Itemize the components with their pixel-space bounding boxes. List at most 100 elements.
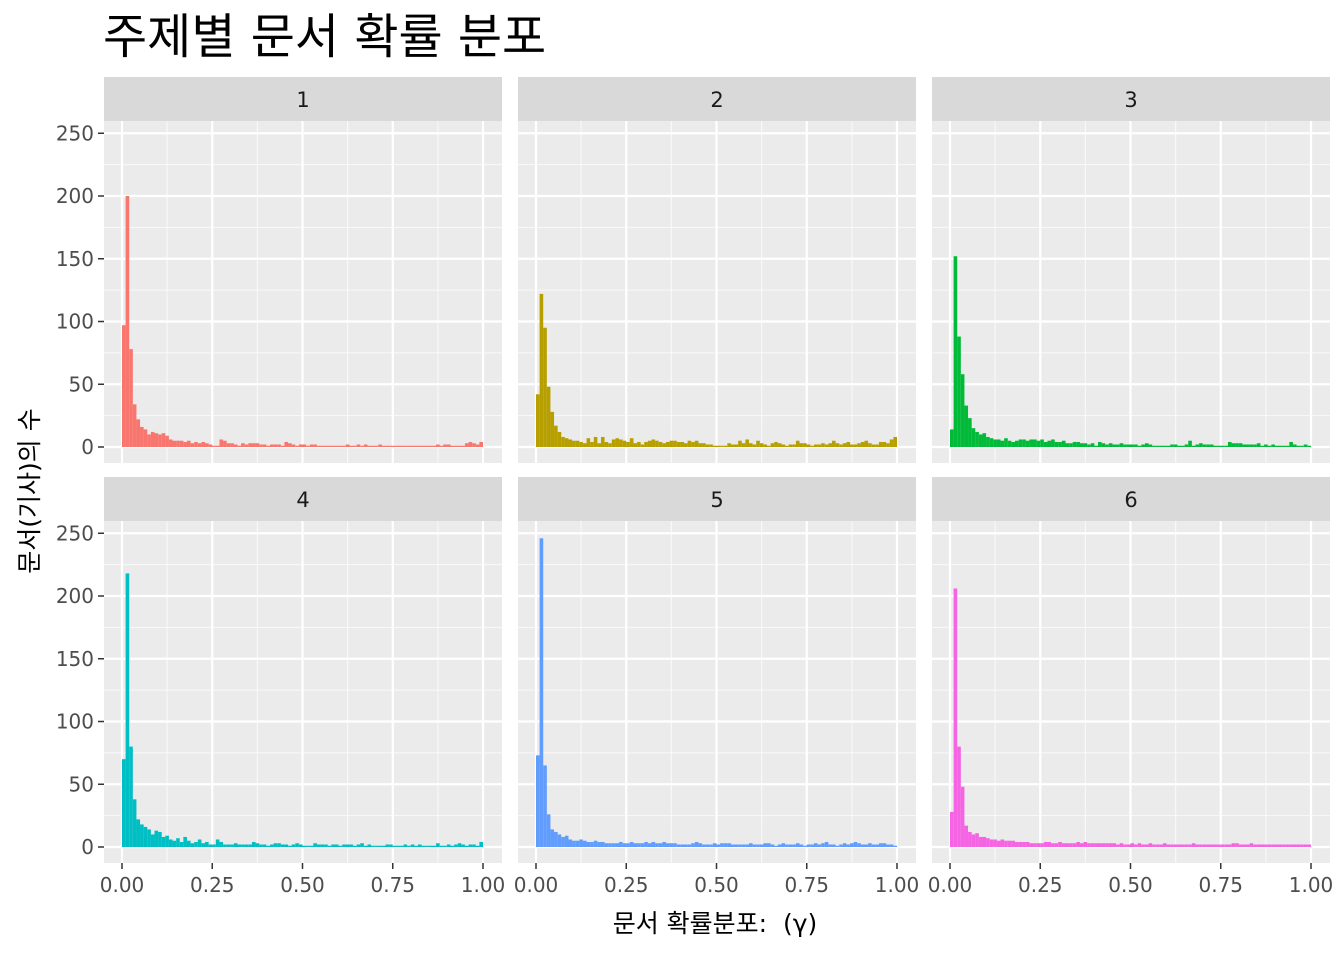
histogram-bar — [288, 845, 292, 847]
histogram-bar — [356, 844, 361, 847]
histogram-bar — [832, 844, 836, 847]
histogram-bar — [418, 445, 422, 447]
histogram-bar — [993, 439, 997, 447]
histogram-bar — [640, 444, 645, 447]
histogram-bar — [640, 843, 645, 847]
histogram-bar — [475, 845, 480, 847]
y-axis-label: 문서(기사)의 수 — [15, 408, 44, 573]
histogram-bar — [1126, 444, 1131, 447]
histogram-bar — [817, 844, 822, 847]
histogram-bar — [378, 444, 382, 447]
histogram-bar — [1011, 840, 1015, 847]
histogram-bar — [381, 845, 386, 847]
histogram-bar — [687, 844, 692, 847]
histogram-bar — [320, 844, 325, 847]
histogram-bar — [219, 841, 224, 847]
histogram-bar — [1191, 843, 1196, 847]
histogram-bar — [727, 843, 731, 847]
x-tick-label: 0.50 — [694, 873, 739, 897]
histogram-bar — [150, 431, 155, 447]
histogram-bar — [622, 843, 627, 847]
histogram-bar — [543, 765, 547, 847]
histogram-bar — [306, 445, 310, 447]
histogram-bar — [730, 844, 735, 847]
histogram-bar — [1051, 439, 1055, 447]
histogram-bar — [1043, 441, 1048, 447]
histogram-bar — [1108, 843, 1113, 847]
x-tick-label: 0.25 — [190, 873, 235, 897]
histogram-bar — [1289, 844, 1293, 847]
y-tick-label: 0 — [81, 435, 94, 459]
histogram-bar — [633, 843, 638, 847]
histogram-bar — [147, 829, 151, 847]
histogram-bar — [835, 443, 840, 447]
histogram-bar — [953, 588, 958, 847]
histogram-bar — [886, 443, 890, 447]
histogram-bar — [403, 844, 408, 847]
histogram-bar — [853, 444, 858, 447]
histogram-bar — [399, 845, 404, 847]
histogram-bar — [857, 443, 861, 447]
histogram-bar — [1271, 444, 1275, 447]
histogram-bar — [871, 844, 876, 847]
histogram-bar — [651, 841, 656, 847]
histogram-bar — [608, 843, 612, 847]
histogram-bar — [572, 840, 576, 847]
histogram-bar — [878, 843, 883, 847]
histogram-bar — [1292, 444, 1297, 447]
histogram-bar — [741, 443, 746, 447]
histogram-bar — [785, 445, 789, 447]
histogram-bar — [964, 405, 969, 447]
histogram-bar — [806, 444, 811, 447]
histogram-bar — [1108, 443, 1113, 447]
histogram-bar — [179, 440, 184, 447]
histogram-bar — [539, 538, 544, 847]
histogram-bar — [1058, 441, 1062, 447]
facet-strip — [932, 477, 1330, 521]
histogram-bar — [1083, 443, 1088, 447]
histogram-bar — [996, 439, 1001, 447]
histogram-bar — [781, 444, 786, 447]
histogram-bar — [1274, 844, 1279, 847]
histogram-bar — [1253, 844, 1257, 847]
histogram-bar — [842, 443, 847, 447]
histogram-bar — [629, 841, 634, 847]
histogram-bar — [208, 844, 213, 847]
histogram-bar — [1177, 844, 1182, 847]
histogram-bar — [673, 440, 677, 447]
histogram-bar — [1090, 443, 1095, 447]
histogram-bar — [255, 443, 260, 447]
histogram-bar — [604, 441, 609, 447]
histogram-bar — [1177, 445, 1182, 447]
histogram-bar — [1292, 844, 1297, 847]
histogram-bar — [345, 444, 350, 447]
histogram-bar — [1137, 843, 1142, 847]
histogram-bar — [568, 439, 573, 447]
histogram-bar — [1191, 445, 1196, 447]
y-tick-label: 50 — [69, 372, 94, 396]
y-tick-label: 100 — [56, 310, 94, 334]
histogram-bar — [705, 844, 710, 847]
histogram-bar — [662, 443, 666, 447]
histogram-bar — [1246, 444, 1250, 447]
histogram-bar — [777, 844, 782, 847]
histogram-bar — [676, 844, 681, 847]
histogram-bar — [392, 845, 397, 847]
histogram-bar — [1144, 844, 1149, 847]
histogram-bar — [1184, 444, 1189, 447]
histogram-bar — [868, 443, 872, 447]
histogram-bar — [154, 830, 159, 847]
histogram-bar — [298, 844, 303, 847]
histogram-bar — [1083, 841, 1088, 847]
histogram-bar — [1047, 440, 1052, 447]
histogram-bar — [709, 844, 713, 847]
histogram-bar — [759, 443, 764, 447]
histogram-bar — [950, 429, 954, 447]
histogram-bar — [536, 394, 540, 447]
histogram-bar — [1076, 441, 1080, 447]
histogram-bar — [1188, 844, 1192, 847]
histogram-bar — [651, 439, 656, 447]
histogram-bar — [893, 436, 897, 447]
histogram-bar — [270, 844, 274, 847]
histogram-bar — [1285, 844, 1290, 847]
